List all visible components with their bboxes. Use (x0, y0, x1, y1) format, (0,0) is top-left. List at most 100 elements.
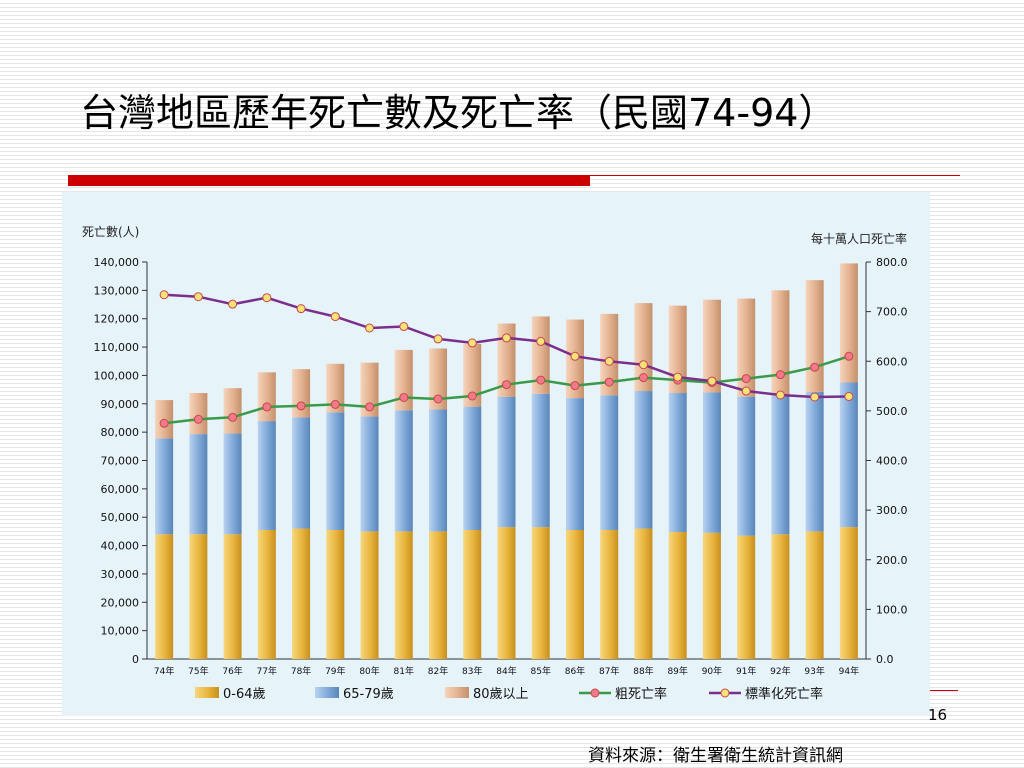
bar-age-80-plus (805, 280, 824, 392)
left-tick-label: 60,000 (101, 483, 140, 496)
marker-standardized-death-rate (604, 356, 614, 366)
bar-age-0-64 (805, 531, 824, 659)
bar-age-80-plus (497, 323, 516, 397)
legend-age-80-plus-swatch (445, 687, 469, 698)
right-tick-label: 500.0 (876, 405, 908, 418)
right-tick-label: 100.0 (876, 603, 908, 616)
bar-age-80-plus (223, 388, 242, 434)
title-accent-bar (68, 175, 590, 186)
bar-age-0-64 (463, 529, 482, 659)
marker-standardized-death-rate (365, 323, 375, 333)
bar-age-80-plus (839, 263, 858, 383)
bar-age-65-79 (634, 391, 653, 529)
bar-age-80-plus (531, 316, 550, 394)
marker-standardized-death-rate (741, 386, 751, 396)
marker-crude-death-rate (296, 401, 306, 411)
bar-age-0-64 (326, 529, 345, 659)
bar-age-65-79 (394, 410, 413, 532)
bar-age-0-64 (429, 531, 448, 659)
bar-age-0-64 (394, 531, 413, 659)
marker-crude-death-rate (262, 402, 272, 412)
footer-accent-line (930, 690, 958, 691)
x-tick-label: 91年 (736, 665, 756, 677)
right-tick-label: 200.0 (876, 554, 908, 567)
bar-age-0-64 (360, 531, 379, 659)
left-tick-label: 20,000 (101, 596, 140, 609)
page-number: 16 (928, 706, 948, 724)
marker-crude-death-rate (330, 399, 340, 409)
marker-crude-death-rate (810, 362, 820, 372)
right-tick-label: 0.0 (876, 653, 894, 666)
bar-age-0-64 (155, 534, 174, 659)
x-tick-label: 94年 (839, 665, 859, 677)
marker-standardized-death-rate (262, 293, 272, 303)
right-tick-label: 600.0 (876, 355, 908, 368)
marker-standardized-death-rate (570, 351, 580, 361)
marker-standardized-death-rate (502, 333, 511, 343)
source-note: 資料來源：衛生署衛生統計資訊網 (588, 746, 843, 766)
legend-age-0-64-swatch (195, 687, 219, 698)
marker-crude-death-rate (467, 391, 477, 401)
bar-age-0-64 (702, 532, 721, 659)
x-tick-label: 80年 (359, 665, 379, 677)
x-tick-label: 89年 (667, 665, 687, 677)
marker-standardized-death-rate (673, 372, 683, 382)
legend-age-0-64-label: 0-64歲 (223, 687, 266, 702)
bar-age-0-64 (497, 527, 516, 659)
bar-age-65-79 (531, 393, 550, 528)
marker-crude-death-rate (604, 377, 614, 387)
bar-age-65-79 (600, 395, 619, 530)
marker-crude-death-rate (741, 374, 751, 384)
marker-crude-death-rate (228, 412, 238, 422)
marker-standardized-death-rate (159, 290, 169, 300)
legend-age-80-plus-label: 80歲以上 (473, 687, 529, 702)
bar-age-65-79 (565, 398, 584, 530)
left-tick-label: 70,000 (101, 455, 140, 468)
x-tick-label: 87年 (599, 665, 619, 677)
bar-age-0-64 (634, 528, 653, 659)
marker-standardized-death-rate (844, 391, 854, 401)
left-tick-label: 100,000 (94, 369, 140, 382)
bar-age-80-plus (360, 362, 379, 417)
left-axis-title: 死亡數(人) (82, 225, 139, 239)
marker-crude-death-rate (570, 381, 580, 391)
bar-age-80-plus (189, 393, 208, 435)
left-tick-label: 10,000 (101, 625, 140, 638)
bar-age-65-79 (497, 396, 516, 528)
bar-age-0-64 (668, 531, 687, 659)
legend-crude-death-rate-label: 粗死亡率 (615, 686, 667, 702)
bar-age-65-79 (805, 391, 824, 532)
x-tick-label: 75年 (188, 665, 208, 677)
bar-age-65-79 (155, 438, 174, 535)
x-tick-label: 77年 (257, 665, 277, 677)
bar-age-80-plus (737, 298, 756, 397)
marker-crude-death-rate (844, 351, 854, 361)
bar-age-80-plus (463, 343, 482, 407)
left-tick-label: 110,000 (94, 341, 140, 354)
x-tick-label: 79年 (325, 665, 345, 677)
bar-age-80-plus (394, 349, 413, 411)
legend-standardized-death-rate-label: 標準化死亡率 (745, 686, 823, 702)
legend-standardized-death-rate-marker (720, 688, 730, 698)
right-tick-label: 800.0 (876, 256, 908, 269)
x-tick-label: 78年 (291, 665, 311, 677)
bar-age-80-plus (257, 372, 276, 422)
marker-standardized-death-rate (467, 338, 477, 348)
legend-crude-death-rate-marker (590, 688, 600, 698)
bar-age-0-64 (839, 527, 858, 659)
x-tick-label: 85年 (531, 665, 551, 677)
marker-standardized-death-rate (330, 312, 340, 322)
marker-crude-death-rate (365, 402, 375, 412)
bar-age-65-79 (668, 393, 687, 532)
bar-age-65-79 (702, 392, 721, 533)
left-tick-label: 50,000 (101, 511, 140, 524)
bar-age-65-79 (223, 433, 242, 535)
marker-crude-death-rate (159, 418, 169, 428)
x-tick-label: 93年 (804, 665, 824, 677)
marker-standardized-death-rate (638, 360, 648, 370)
x-tick-label: 82年 (428, 665, 448, 677)
bar-age-65-79 (360, 416, 379, 532)
x-tick-label: 74年 (154, 665, 174, 677)
marker-standardized-death-rate (707, 376, 717, 386)
marker-standardized-death-rate (775, 390, 785, 400)
